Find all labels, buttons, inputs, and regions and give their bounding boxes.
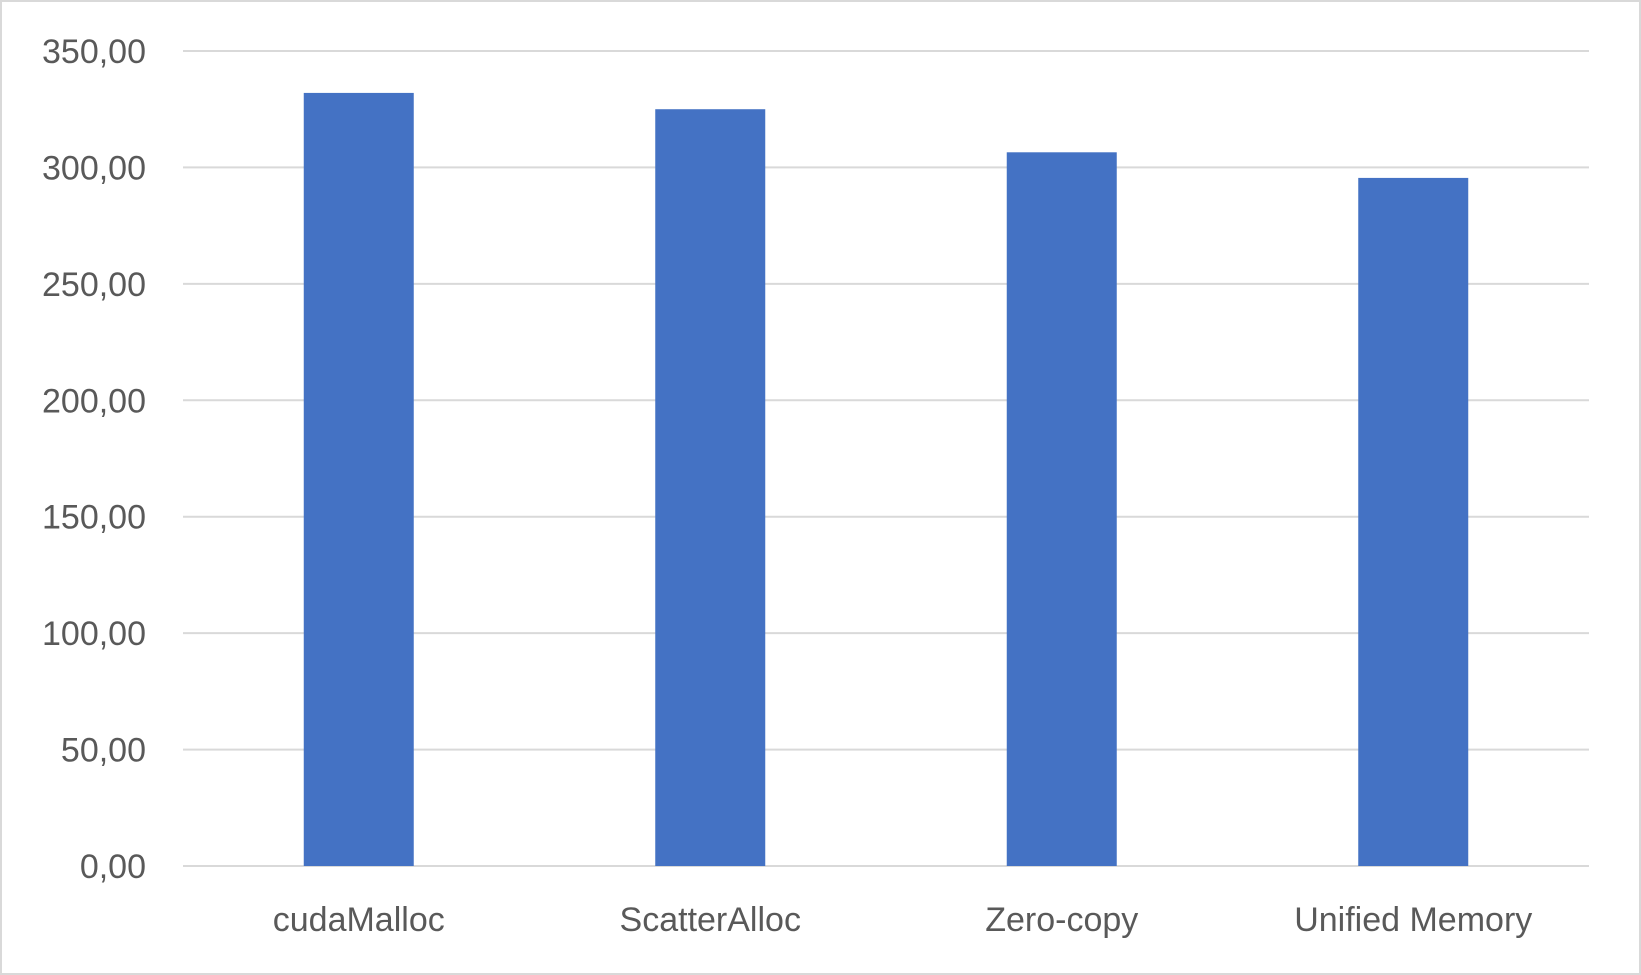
y-tick-label: 250,00 bbox=[42, 266, 146, 304]
y-tick-label: 100,00 bbox=[42, 615, 146, 653]
bar-unified-memory bbox=[1358, 177, 1469, 866]
y-tick-label: 350,00 bbox=[42, 33, 146, 71]
y-tick-label: 50,00 bbox=[61, 732, 146, 770]
bar-scatteralloc bbox=[655, 109, 766, 866]
x-category-label: Unified Memory bbox=[1294, 901, 1532, 939]
y-tick-label: 300,00 bbox=[42, 149, 146, 187]
gridlines bbox=[183, 50, 1589, 867]
x-category-label: cudaMalloc bbox=[273, 901, 445, 939]
bars bbox=[303, 92, 1469, 867]
x-category-label: ScatterAlloc bbox=[620, 901, 801, 939]
x-category-label: Zero-copy bbox=[985, 901, 1138, 939]
x-axis-category-labels: cudaMalloc ScatterAlloc Zero-copy Unified M… bbox=[273, 901, 1533, 939]
y-tick-label: 200,00 bbox=[42, 382, 146, 420]
y-axis-tick-labels: 0,00 50,00 100,00 150,00 200,00 250,00 300,00 3… bbox=[42, 33, 146, 886]
bar-zero-copy bbox=[1006, 152, 1117, 867]
y-tick-label: 0,00 bbox=[80, 848, 146, 886]
bar-cudamalloc bbox=[303, 92, 414, 866]
y-tick-label: 150,00 bbox=[42, 499, 146, 537]
